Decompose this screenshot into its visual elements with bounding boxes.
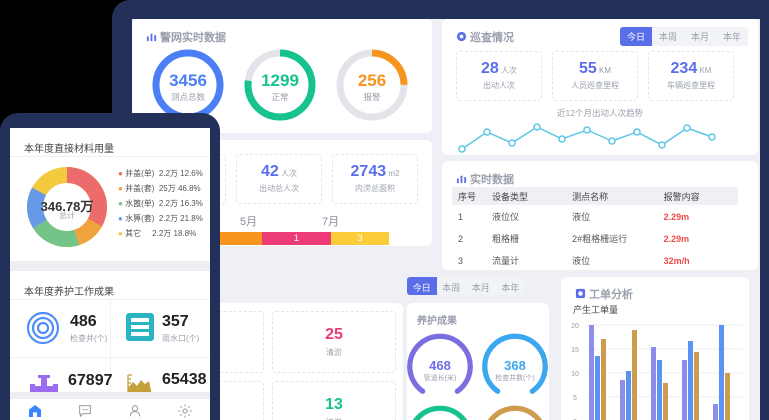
svg-text:10: 10: [571, 371, 579, 378]
svg-text:20: 20: [571, 323, 579, 330]
svg-text:15: 15: [571, 347, 579, 354]
svg-text:5: 5: [573, 395, 577, 402]
